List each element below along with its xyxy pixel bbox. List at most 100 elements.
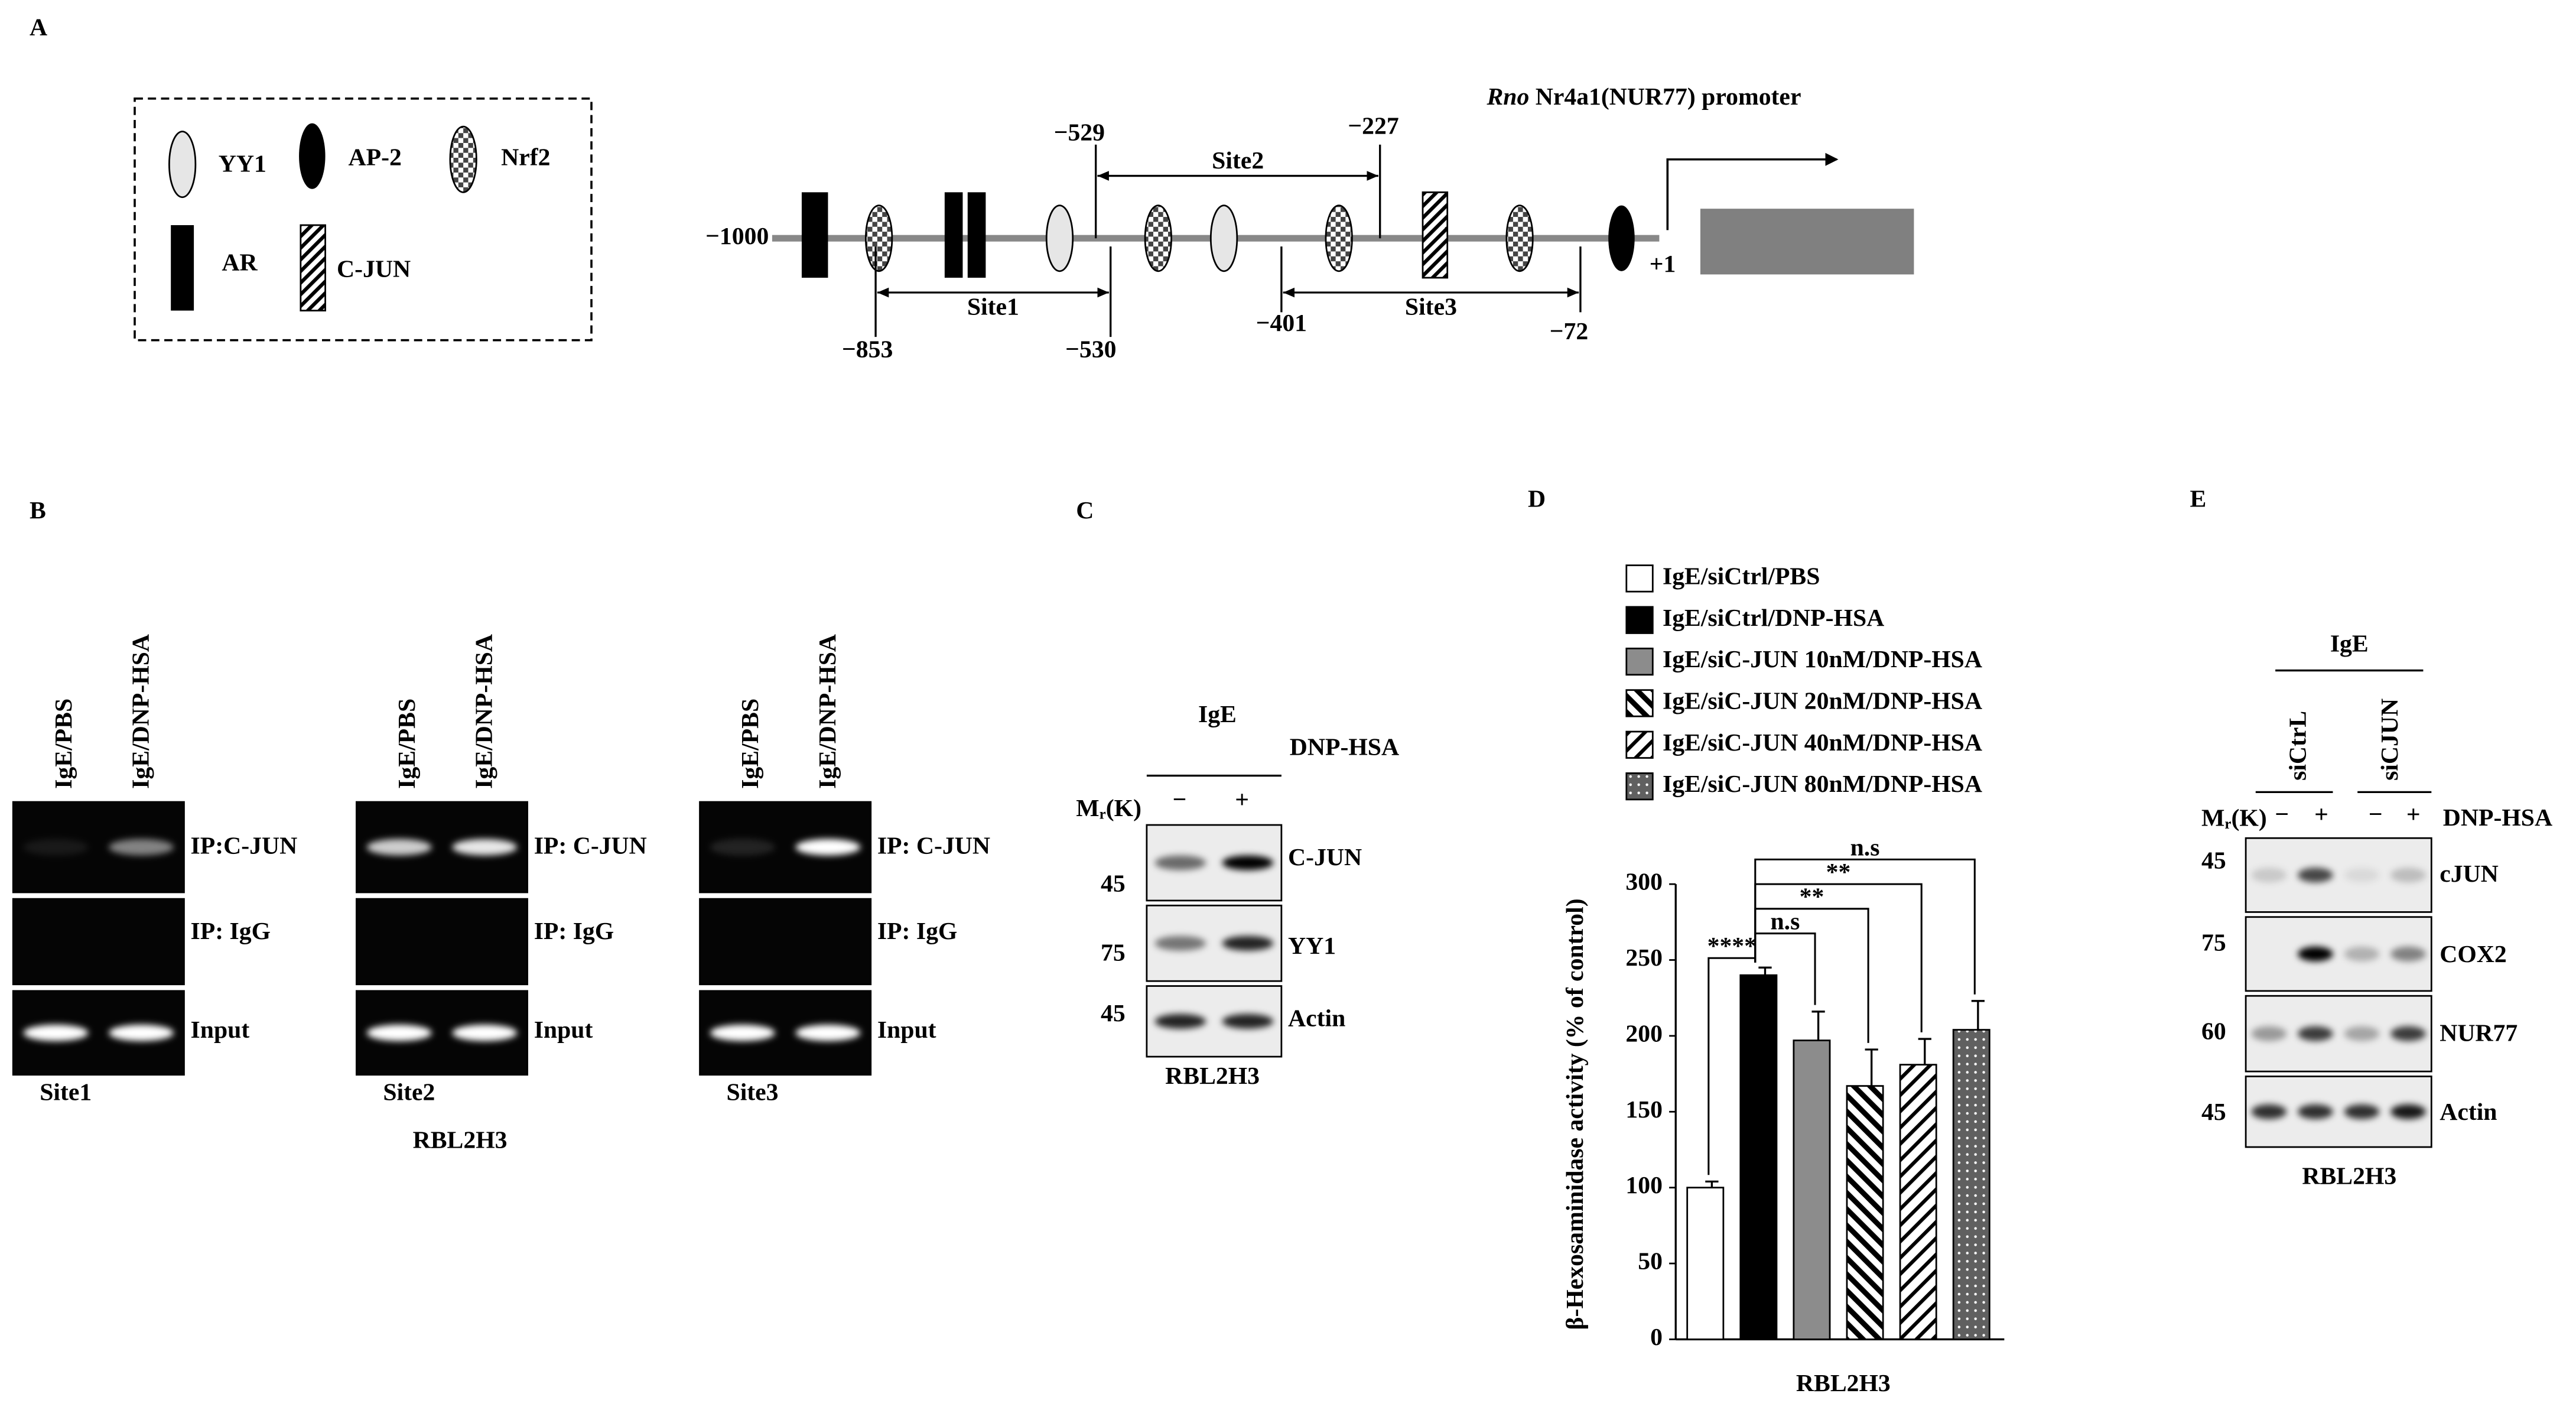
blot [356,898,528,986]
title-italic: Rno [1486,83,1529,110]
mr-m: M [1076,795,1099,822]
ap2-icon [299,123,326,189]
band [2344,1104,2380,1119]
ar-icon [801,192,828,278]
label: IgE/PBS [393,698,421,789]
nrf2-icon [449,125,477,193]
mr-m: M [2201,804,2224,831]
label: Site3 [1405,293,1457,320]
label: Site2 [1212,147,1264,174]
label: IgE/DNP-HSA [127,634,154,789]
label: cJUN [2440,860,2499,888]
label: RBL2H3 [1165,1063,1260,1090]
label: − [1173,787,1187,814]
nrf2-icon [1505,204,1534,272]
label: IP: IgG [877,918,958,945]
label: IP: IgG [534,918,614,945]
tss-arrow [1666,152,1839,230]
bar [1793,1039,1831,1340]
title-text: Nr4a1(NUR77) promoter [1529,83,1801,110]
label: 75 [2201,930,2226,957]
yy1-icon [168,131,197,199]
label: IgE [1198,701,1237,728]
bar [1899,1064,1937,1340]
legend-swatch [1625,772,1654,801]
band [366,1024,432,1041]
band [2344,1026,2380,1041]
band [710,1024,775,1041]
label: C [1076,497,1094,524]
band [2298,1104,2333,1119]
label: 45 [2201,847,2226,875]
label: + [1235,787,1249,814]
label: Input [877,1016,936,1044]
band [2251,1026,2287,1041]
label: E [2190,486,2207,513]
legend-swatch [1625,564,1654,593]
label: IgE/siCtrl/PBS [1663,563,1820,590]
label: AP-2 [348,144,401,171]
label: 250 [1625,944,1663,972]
label: 200 [1625,1020,1663,1047]
label: IP: IgG [191,918,271,945]
label: −1000 [705,223,769,250]
label: C-JUN [1288,844,1362,871]
label: YY1 [219,150,266,177]
ar-icon [967,192,986,278]
nrf2-icon [1325,204,1353,272]
sig-bracket [1754,883,1923,1032]
label: Site1 [967,293,1019,320]
label: IgE/siC-JUN 10nM/DNP-HSA [1663,646,1982,673]
band [2251,868,2287,883]
label: RBL2H3 [413,1126,508,1154]
band [23,1024,89,1041]
label: n.s [1850,834,1880,861]
label: 45 [1101,1000,1126,1027]
mr-k: (K) [1106,795,1141,822]
band [2298,946,2333,961]
cjun-icon [1422,191,1449,279]
label: IgE/DNP-HSA [814,634,841,789]
label: siCJUN [2376,698,2403,781]
label: Actin [2440,1099,2497,1126]
band [2390,1104,2426,1119]
band [1222,935,1274,951]
label: + [2314,801,2328,829]
band [1222,1013,1274,1029]
label: IgE/siCtrl/DNP-HSA [1663,605,1884,632]
label: 0 [1650,1324,1663,1351]
label: −227 [1348,112,1398,139]
label: 100 [1625,1172,1663,1199]
band [795,839,861,856]
label: ** [1826,859,1851,886]
band [109,839,174,856]
band [2298,868,2333,883]
label: 45 [2201,1099,2226,1126]
label: COX2 [2440,941,2507,968]
label: siCtrL [2284,711,2311,781]
label: 60 [2201,1018,2226,1045]
band [2344,868,2380,883]
y-axis-label: β-Hexosaminidase activity (% of control) [1562,898,1589,1330]
label: −530 [1065,336,1116,363]
label: 75 [1101,939,1126,966]
label: C-JUN [337,255,411,282]
bar [1686,1187,1725,1340]
label: IgE/PBS [737,698,764,789]
label: +1 [1650,251,1676,278]
bar [1952,1029,1990,1340]
label: Input [534,1016,593,1044]
label: RBL2H3 [2302,1162,2396,1190]
label: DNP-HSA [2443,804,2552,831]
label: IgE/PBS [50,698,77,789]
label: Site3 [727,1079,779,1106]
blot [699,898,872,986]
band [2390,1026,2426,1041]
label: 300 [1625,869,1663,896]
label: IgE [2330,630,2369,657]
label: D [1528,486,1546,513]
gene-box [1700,209,1914,275]
label: −72 [1550,318,1588,345]
